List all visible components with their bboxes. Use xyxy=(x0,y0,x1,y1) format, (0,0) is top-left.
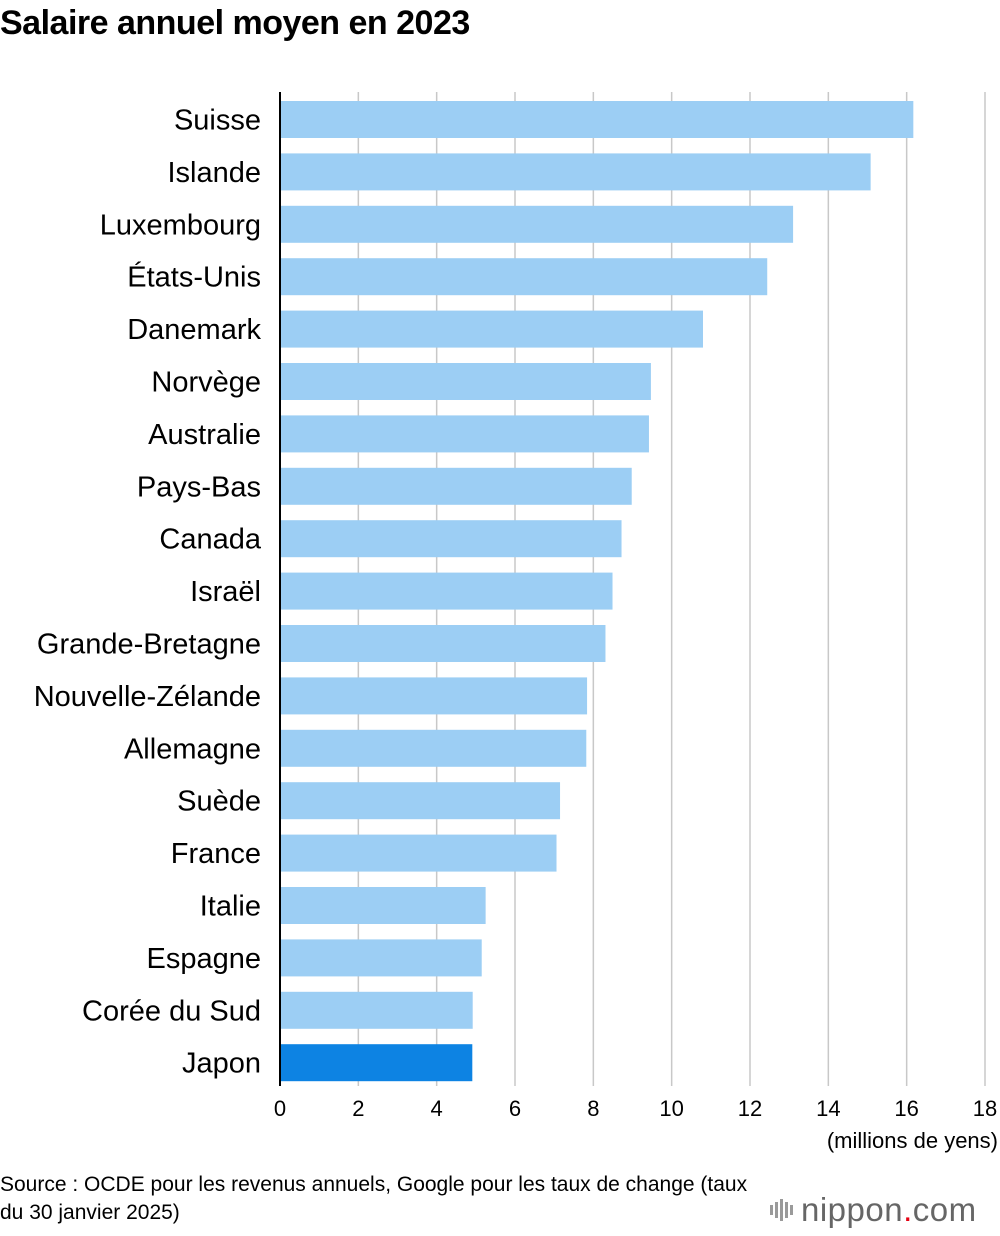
bar xyxy=(280,572,613,610)
category-label: Suisse xyxy=(174,105,261,137)
category-label: Australie xyxy=(148,419,261,451)
category-label: Allemagne xyxy=(124,733,261,765)
bar xyxy=(280,939,482,977)
bar xyxy=(280,101,914,138)
x-tick-label: 16 xyxy=(894,1096,918,1121)
bar xyxy=(280,153,871,191)
x-tick-label: 4 xyxy=(431,1096,443,1121)
category-label: Israël xyxy=(190,576,261,608)
nippon-logo: nippon.com xyxy=(770,1190,977,1230)
category-label: États-Unis xyxy=(127,261,261,294)
chart-title: Salaire annuel moyen en 2023 xyxy=(0,4,470,42)
bar xyxy=(280,729,587,767)
bar xyxy=(280,363,651,400)
bar xyxy=(280,991,473,1029)
bar xyxy=(280,310,703,348)
bar xyxy=(280,258,768,296)
logo-text: nippon.com xyxy=(801,1191,977,1228)
bar xyxy=(280,782,561,820)
category-label: Norvège xyxy=(151,367,261,399)
x-tick-label: 10 xyxy=(659,1096,683,1121)
category-label: Italie xyxy=(200,891,261,923)
category-label: Grande-Bretagne xyxy=(37,629,261,661)
bar-chart: Suisse Islande Luxembourg États-Unis Danemar… xyxy=(34,92,998,1153)
x-tick-label: 14 xyxy=(816,1096,840,1121)
category-label: Danemark xyxy=(127,314,261,346)
x-tick-label: 6 xyxy=(509,1096,521,1121)
category-label: Nouvelle-Zélande xyxy=(34,681,261,713)
bar xyxy=(280,467,632,505)
nippon-logo-icon xyxy=(770,1199,793,1221)
category-label: Pays-Bas xyxy=(137,471,261,503)
bar xyxy=(280,1044,473,1082)
source-note: Source : OCDE pour les revenus annuels, … xyxy=(0,1173,748,1224)
x-tick-label: 2 xyxy=(352,1096,364,1121)
bar xyxy=(280,415,649,453)
category-label: Espagne xyxy=(147,943,262,975)
bar xyxy=(280,677,588,715)
bar xyxy=(280,205,794,243)
x-tick-label: 8 xyxy=(587,1096,599,1121)
category-label: France xyxy=(171,838,261,870)
category-label: Islande xyxy=(167,157,261,189)
bar xyxy=(280,887,486,924)
category-label: Luxembourg xyxy=(100,209,261,241)
category-label: Suède xyxy=(177,786,261,818)
bar xyxy=(280,520,622,558)
category-label: Japon xyxy=(182,1048,261,1080)
x-tick-label: 18 xyxy=(973,1096,997,1121)
x-tick-label: 12 xyxy=(738,1096,762,1121)
x-tick-label: 0 xyxy=(274,1096,286,1121)
bar xyxy=(280,834,557,872)
category-label: Canada xyxy=(159,524,261,556)
category-label: Corée du Sud xyxy=(82,995,261,1027)
x-axis-label: (millions de yens) xyxy=(827,1128,998,1153)
bar xyxy=(280,625,606,662)
